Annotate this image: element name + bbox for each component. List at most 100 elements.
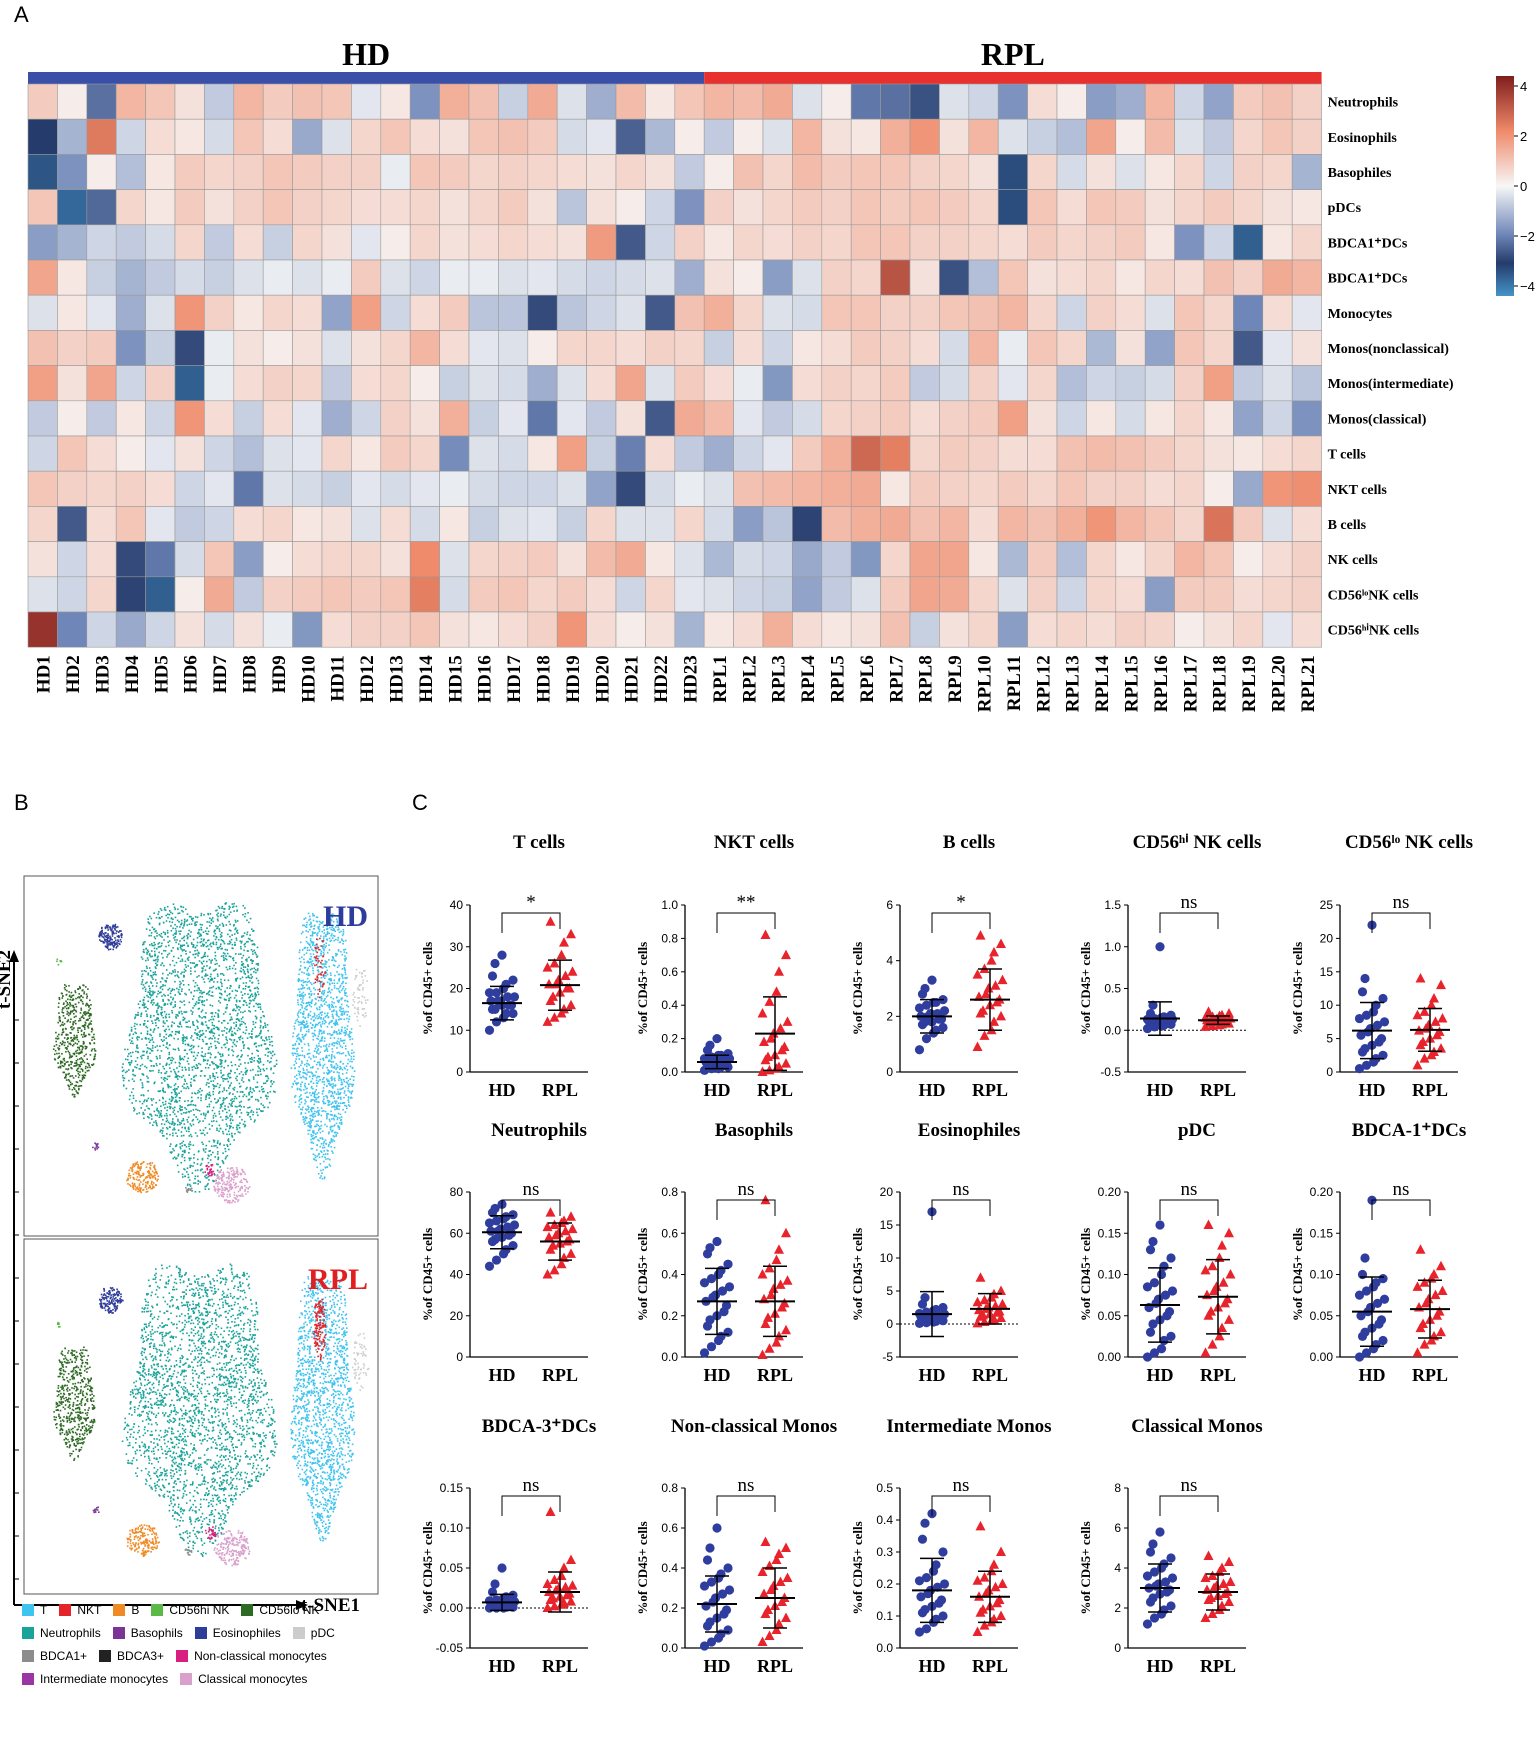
heatmap-cell bbox=[322, 330, 351, 365]
data-point-hd bbox=[1161, 1291, 1170, 1300]
data-point-rpl bbox=[1220, 1298, 1230, 1308]
data-point-hd bbox=[492, 1595, 501, 1604]
dotplot-y-label: %of CD45+ cells bbox=[1078, 1521, 1093, 1614]
data-point-rpl bbox=[991, 1301, 1001, 1311]
data-point-rpl bbox=[1215, 1020, 1225, 1030]
data-point-hd bbox=[926, 1009, 935, 1018]
heatmap-cell bbox=[410, 260, 439, 295]
data-point-hd bbox=[1144, 1303, 1153, 1312]
data-point-rpl bbox=[559, 937, 569, 947]
heatmap-cell bbox=[204, 190, 233, 225]
heatmap-cell bbox=[1292, 330, 1321, 365]
heatmap-cell bbox=[381, 330, 410, 365]
heatmap-col-label: HD23 bbox=[681, 655, 702, 703]
legend-item: CD56hi NK bbox=[151, 1603, 229, 1617]
data-point-hd bbox=[1150, 1278, 1159, 1287]
heatmap-cell bbox=[1204, 260, 1233, 295]
data-point-hd bbox=[497, 951, 506, 960]
data-point-rpl bbox=[1418, 1036, 1428, 1046]
data-point-rpl bbox=[978, 1005, 988, 1015]
heatmap-cell bbox=[1204, 401, 1233, 436]
dotplot-title: BDCA-1⁺DCs bbox=[1352, 1120, 1467, 1141]
heatmap-cell bbox=[469, 154, 498, 189]
data-point-hd bbox=[1355, 1291, 1364, 1300]
data-point-hd bbox=[938, 1611, 947, 1620]
heatmap-cell bbox=[146, 471, 175, 506]
data-point-hd bbox=[1157, 1563, 1166, 1572]
heatmap-col-label: RPL8 bbox=[916, 655, 937, 703]
data-point-hd bbox=[1151, 1299, 1160, 1308]
heatmap-cell bbox=[234, 119, 263, 154]
legend-row: BDCA1+BDCA3+Non-classical monocytes bbox=[22, 1644, 402, 1667]
heatmap-cell bbox=[969, 154, 998, 189]
heatmap-cell bbox=[351, 612, 380, 647]
data-point-rpl bbox=[1418, 1319, 1428, 1329]
dotplot-tick-label: 5 bbox=[886, 1284, 893, 1298]
heatmap-cell bbox=[763, 436, 792, 471]
data-point-rpl bbox=[777, 1045, 787, 1055]
data-point-hd bbox=[918, 1020, 927, 1029]
heatmap-cell bbox=[1204, 119, 1233, 154]
heatmap-cell bbox=[792, 506, 821, 541]
heatmap-cell bbox=[1263, 612, 1292, 647]
rpl-points bbox=[543, 916, 578, 1026]
heatmap-cell bbox=[675, 119, 704, 154]
heatmap-cell bbox=[851, 577, 880, 612]
rpl-points bbox=[758, 1537, 793, 1647]
dotplot-y-label: %of CD45+ cells bbox=[635, 1521, 650, 1614]
heatmap-cell bbox=[1116, 330, 1145, 365]
heatmap-col-label: RPL5 bbox=[828, 655, 849, 703]
heatmap-cell bbox=[1204, 225, 1233, 260]
data-point-rpl bbox=[550, 1575, 560, 1585]
heatmap-cell bbox=[675, 154, 704, 189]
heatmap-cell bbox=[1116, 260, 1145, 295]
heatmap-cell bbox=[528, 119, 557, 154]
heatmap-cell bbox=[792, 154, 821, 189]
data-point-hd bbox=[707, 1274, 716, 1283]
data-point-rpl bbox=[772, 1063, 782, 1073]
dotplot-tick-label: 5 bbox=[1326, 1032, 1333, 1046]
data-point-rpl bbox=[980, 1030, 990, 1040]
data-point-hd bbox=[1159, 1605, 1168, 1614]
heatmap-cell bbox=[469, 401, 498, 436]
heatmap-cell bbox=[440, 84, 469, 119]
heatmap-cell bbox=[1057, 542, 1086, 577]
heatmap-cell bbox=[1175, 471, 1204, 506]
heatmap-cell bbox=[763, 542, 792, 577]
data-point-hd bbox=[510, 1220, 519, 1229]
heatmap-cell bbox=[1145, 436, 1174, 471]
hd-points bbox=[485, 951, 519, 1035]
group-label-rpl: RPL bbox=[1200, 1656, 1236, 1676]
data-point-hd bbox=[918, 989, 927, 998]
heatmap-cell bbox=[1057, 225, 1086, 260]
heatmap-cell bbox=[1116, 119, 1145, 154]
heatmap-cell bbox=[175, 295, 204, 330]
heatmap-cell bbox=[704, 401, 733, 436]
data-point-hd bbox=[1355, 1352, 1364, 1361]
dotplot-y-label: %of CD45+ cells bbox=[850, 942, 865, 1035]
heatmap-cell bbox=[1263, 84, 1292, 119]
data-point-rpl bbox=[1213, 1591, 1223, 1601]
heatmap-cell bbox=[1028, 260, 1057, 295]
heatmap-cell bbox=[234, 577, 263, 612]
heatmap-cell bbox=[28, 119, 57, 154]
heatmap-cell bbox=[351, 542, 380, 577]
data-point-hd bbox=[1358, 1047, 1367, 1056]
heatmap-cell bbox=[175, 471, 204, 506]
data-point-hd bbox=[488, 1237, 497, 1246]
data-point-rpl bbox=[774, 966, 784, 976]
data-point-rpl bbox=[565, 983, 575, 993]
heatmap-cell bbox=[175, 366, 204, 401]
heatmap-cell bbox=[645, 84, 674, 119]
data-point-hd bbox=[723, 1625, 732, 1634]
heatmap-cell bbox=[1233, 506, 1262, 541]
data-point-rpl bbox=[557, 1571, 567, 1581]
heatmap-cell bbox=[204, 577, 233, 612]
heatmap-cell bbox=[1086, 119, 1115, 154]
heatmap-cell bbox=[616, 401, 645, 436]
heatmap-cell bbox=[116, 436, 145, 471]
heatmap-cell bbox=[204, 84, 233, 119]
data-point-hd bbox=[723, 1563, 732, 1572]
group-label-rpl: RPL bbox=[972, 1080, 1008, 1100]
